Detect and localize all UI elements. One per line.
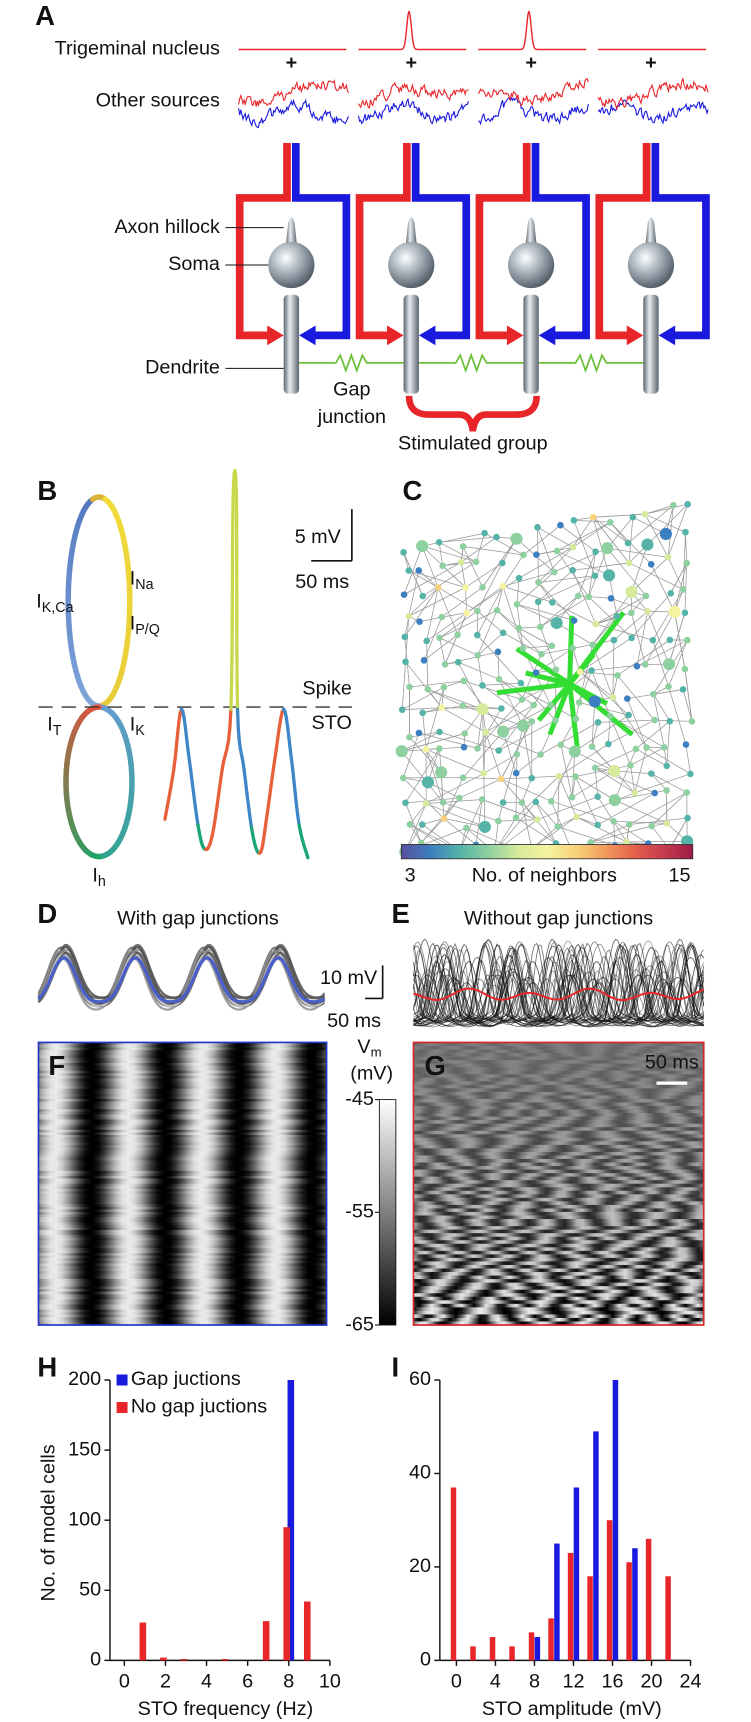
page: { "panel_a": {"letter": "A", "trigeminal… [35, 0, 710, 1721]
